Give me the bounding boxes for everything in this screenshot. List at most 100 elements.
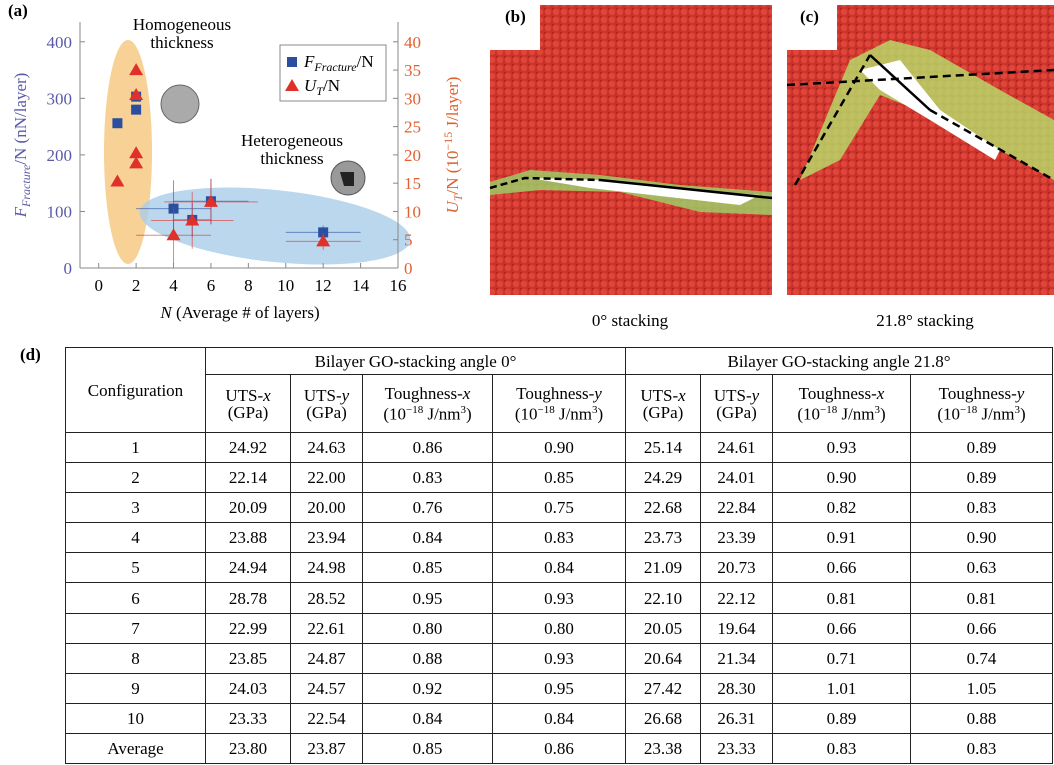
table-cell: 21.09 (625, 552, 701, 584)
text-part: T (451, 193, 465, 201)
table-cell: 24.92 (205, 431, 291, 464)
table-cell: 0.89 (910, 462, 1053, 494)
point (129, 146, 144, 159)
table-row: 1 24.92 24.63 0.86 0.90 25.14 24.61 0.93 0.89 (65, 431, 1053, 464)
x-tick-label: 8 (244, 276, 253, 295)
table-cell: 0.90 (492, 431, 626, 464)
table-cell: 23.39 (700, 522, 773, 554)
text-part: x (462, 383, 471, 403)
text-part: UTS- (640, 385, 679, 405)
table-cell: 24.94 (205, 552, 291, 584)
y2-tick-label: 0 (404, 259, 413, 278)
table-cell: 28.52 (290, 582, 363, 614)
table-cell: 27.42 (625, 672, 701, 704)
y2-tick-label: 10 (404, 202, 421, 221)
legend (279, 44, 387, 102)
table-cell: 0.93 (492, 582, 626, 614)
column-header: UTS-x (GPa) (205, 374, 291, 433)
x-axis-label: N (Average # of layers) (159, 303, 319, 322)
y-tick-label: 300 (47, 89, 73, 108)
table-cell: 0.74 (910, 642, 1053, 674)
text-part: (Average # of layers) (172, 303, 320, 322)
table-cell: 20.64 (625, 642, 701, 674)
table-cell: 0.83 (910, 492, 1053, 524)
text-part: /N (nN/layer) (11, 73, 30, 165)
table-row: 4 23.88 23.94 0.84 0.83 23.73 23.39 0.91 0.90 (65, 522, 1053, 554)
y-tick-label: 400 (47, 33, 73, 52)
image-caption: 0° stacking (592, 311, 669, 330)
text-part: −18 (819, 403, 838, 416)
table-cell: 0.85 (362, 732, 493, 765)
text-part: /N (357, 52, 374, 71)
table-cell: 0.76 (362, 492, 493, 524)
table-row: 6 28.78 28.52 0.95 0.93 22.10 22.12 0.81 0.81 (65, 582, 1053, 614)
text-part: y (1016, 383, 1025, 403)
y-tick-label: 100 (47, 202, 73, 221)
text-part: (GPa) (716, 402, 757, 422)
text-part: J/nm (837, 404, 875, 424)
text-part: ) (466, 404, 472, 424)
table-cell: 1.01 (772, 672, 911, 704)
table-cell: 22.68 (625, 492, 701, 524)
table-cell: 0.86 (492, 732, 626, 765)
x-tick-label: 12 (315, 276, 332, 295)
figure: (a)0 2 4 6 8 10 12 14 16010020030040005101520253… (8, 1, 1054, 330)
table-cell: 22.99 (205, 612, 291, 644)
table-cell: 0.95 (492, 672, 626, 704)
table-cell: 23.88 (205, 522, 291, 554)
table-cell: 24.03 (205, 672, 291, 704)
text-part: y (751, 385, 760, 405)
homogeneous-region (104, 40, 152, 264)
table-cell: 0.75 (492, 492, 626, 524)
x-tick-label: 4 (169, 276, 178, 295)
table-cell: 0.85 (492, 462, 626, 494)
table-cell: 28.30 (700, 672, 773, 704)
x-tick-label: 2 (132, 276, 141, 295)
table-cell: 0.88 (362, 642, 493, 674)
table-cell: 22.10 (625, 582, 701, 614)
text-part: N (159, 303, 173, 322)
point (112, 118, 123, 129)
table-cell: 0.66 (772, 552, 911, 584)
table-cell: 24.61 (700, 431, 773, 464)
table-cell: 0.83 (910, 732, 1053, 765)
table-cell: 10 (65, 702, 206, 734)
table-cell: 22.14 (205, 462, 291, 494)
x-tick-label: 6 (207, 276, 216, 295)
table-row: 7 22.99 22.61 0.80 0.80 20.05 19.64 0.66 0.66 (65, 612, 1053, 644)
table-cell: 23.73 (625, 522, 701, 554)
text-part: T (316, 84, 324, 98)
text-part: J/nm (554, 404, 593, 424)
text-part: Fracture (19, 164, 33, 208)
table-cell: 25.14 (625, 431, 701, 464)
text-part: Toughness- (516, 383, 595, 403)
legend-label: FFracture/N (303, 52, 374, 74)
table-cell: 3 (65, 492, 206, 524)
text-part: UTS- (713, 385, 752, 405)
table-cell: 0.90 (910, 522, 1053, 554)
group-header: Bilayer GO-stacking angle 21.8° (625, 347, 1053, 375)
table-row: 9 24.03 24.57 0.92 0.95 27.42 28.30 1.01 1.05 (65, 672, 1053, 704)
table-cell: 26.31 (700, 702, 773, 734)
table-cell: 9 (65, 672, 206, 704)
table-cell: 0.89 (910, 431, 1053, 464)
table-cell: 23.38 (625, 732, 701, 765)
text-part: x (678, 385, 686, 405)
text-part: x (263, 385, 271, 405)
panel-label: (d) (20, 345, 41, 364)
y2-tick-label: 25 (404, 118, 421, 137)
table-cell: 0.93 (492, 642, 626, 674)
table-cell: Average (65, 732, 206, 765)
column-header: Toughness-y (10−18 J/nm3) (910, 374, 1053, 433)
table-cell: 0.84 (492, 702, 626, 734)
text-part: (10 (797, 404, 820, 424)
column-header: UTS-y (GPa) (700, 374, 773, 433)
table-cell: 21.34 (700, 642, 773, 674)
table-cell: 0.83 (492, 522, 626, 554)
table-cell: 23.85 (205, 642, 291, 674)
table-cell: 0.81 (772, 582, 911, 614)
annotation: Homogeneous (133, 15, 231, 34)
y2-tick-label: 5 (404, 231, 413, 250)
table-cell: 0.80 (362, 612, 493, 644)
